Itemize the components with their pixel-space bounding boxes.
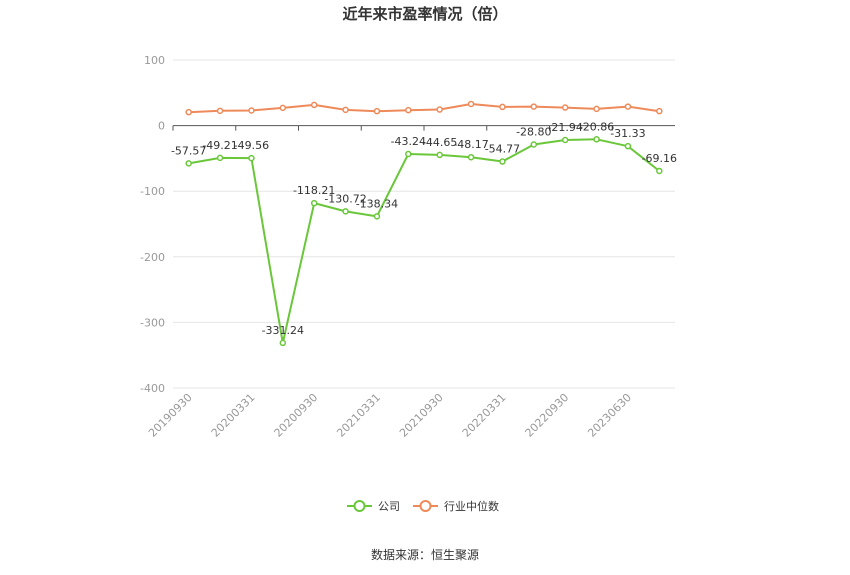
data-point[interactable] (405, 150, 412, 158)
data-point[interactable] (405, 106, 412, 114)
data-point[interactable] (624, 142, 632, 150)
data-label: -49.56 (234, 139, 269, 152)
data-point[interactable] (467, 100, 475, 108)
data-point[interactable] (499, 103, 506, 111)
data-label: -28.80 (516, 125, 551, 138)
data-point[interactable] (279, 104, 287, 112)
x-tick-label: 20200331 (209, 391, 258, 440)
legend-item-company[interactable]: 公司 (347, 500, 400, 513)
y-tick-label: -300 (140, 316, 165, 329)
data-label: -331.24 (262, 324, 304, 337)
data-label: -54.77 (485, 143, 520, 156)
data-label: -118.21 (293, 184, 335, 197)
data-point[interactable] (530, 141, 538, 148)
x-tick-label: 20220930 (523, 391, 572, 440)
legend: 公司 行业中位数 (347, 499, 499, 513)
data-label: -43.24 (391, 135, 426, 148)
data-label: -21.94 (547, 121, 582, 134)
data-point[interactable] (656, 167, 663, 175)
data-point[interactable] (216, 107, 224, 115)
data-point[interactable] (373, 213, 381, 220)
legend-item-industry-median[interactable]: 行业中位数 (413, 499, 499, 513)
data-point[interactable] (593, 136, 600, 143)
data-label: -138.34 (356, 197, 398, 210)
data-label: -44.65 (422, 136, 457, 149)
data-label: -48.17 (453, 138, 488, 151)
data-label: -31.33 (610, 127, 645, 140)
data-label: -49.21 (202, 139, 237, 152)
data-labels: -57.57-49.21-49.56-331.24-118.21-130.72-… (171, 120, 677, 337)
data-point[interactable] (342, 106, 349, 114)
data-point[interactable] (310, 199, 318, 207)
data-point[interactable] (342, 208, 349, 215)
data-point[interactable] (373, 107, 381, 115)
x-tick-label: 20210331 (334, 391, 383, 440)
series-line-0 (188, 138, 660, 344)
y-tick-label: -100 (140, 185, 165, 198)
data-point[interactable] (561, 136, 569, 144)
x-tick-label: 20200930 (272, 391, 321, 440)
data-label: -69.16 (642, 152, 677, 165)
legend-company-marker-icon (353, 500, 366, 512)
data-point[interactable] (656, 107, 663, 115)
legend-company-label: 公司 (378, 500, 400, 513)
data-label: -57.57 (171, 144, 206, 157)
data-point[interactable] (624, 103, 632, 110)
y-tick-label: 100 (144, 54, 165, 67)
x-tick-label: 20230630 (585, 391, 634, 440)
x-tick-label: 20220331 (460, 391, 509, 440)
data-point[interactable] (310, 101, 318, 109)
data-point[interactable] (436, 151, 443, 159)
data-point[interactable] (185, 108, 192, 116)
x-tick-label: 20190930 (146, 391, 195, 440)
data-point[interactable] (499, 158, 506, 165)
y-tick-label: -400 (140, 382, 165, 395)
chart-title: 近年来市盈率情况（倍） (342, 5, 507, 23)
data-point[interactable] (436, 106, 443, 113)
data-point[interactable] (279, 339, 287, 347)
data-point[interactable] (216, 154, 224, 162)
legend-industry-label: 行业中位数 (444, 499, 499, 513)
x-tick-label: 20210930 (397, 391, 446, 440)
data-point[interactable] (593, 105, 600, 113)
y-tick-label: 0 (158, 120, 165, 133)
data-label: -20.86 (579, 120, 614, 133)
data-point[interactable] (530, 103, 538, 110)
y-tick-label: -200 (140, 251, 165, 264)
data-point[interactable] (248, 154, 255, 162)
series-layer (185, 100, 663, 347)
data-point[interactable] (467, 153, 475, 161)
data-point[interactable] (185, 160, 192, 167)
legend-industry-marker-icon (419, 500, 432, 512)
data-label: -130.72 (324, 192, 366, 205)
data-source: 数据来源：恒生聚源 (371, 547, 479, 562)
data-point[interactable] (248, 107, 255, 114)
series-line-1 (188, 103, 660, 114)
data-point[interactable] (561, 104, 569, 111)
